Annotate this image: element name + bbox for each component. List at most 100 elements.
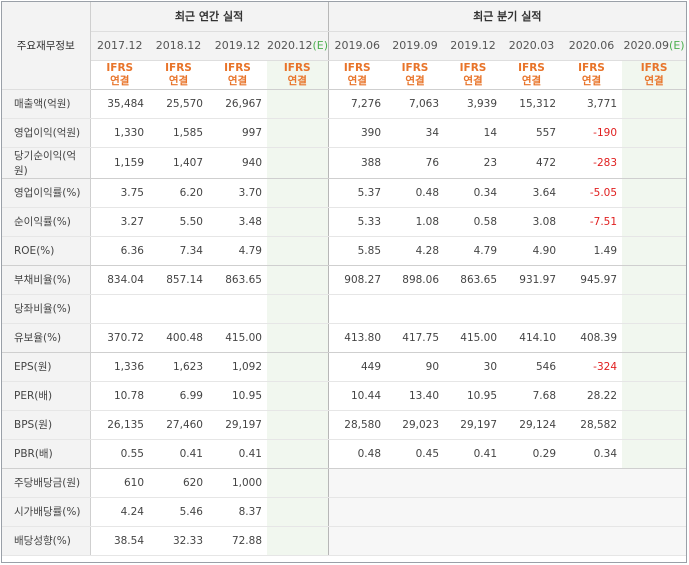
period-label: 2020.09 [623, 39, 670, 52]
quarter-value-cell: 28,580 [328, 410, 387, 440]
basis-consolidation: 연결 [110, 74, 130, 87]
annual-value-cell: 940 [208, 147, 267, 179]
row-label: EPS(원) [2, 352, 91, 382]
row-label: 당좌비율(%) [2, 294, 91, 324]
table-row: 영업이익률(%) 3.75 6.20 3.70 5.37 0.48 0.34 3.64 -5.0… [2, 178, 686, 208]
row-label: 매출액(억원) [2, 89, 91, 119]
quarter-value-cell: 76 [386, 147, 445, 179]
quarter-value-cell: 417.75 [386, 323, 445, 353]
basis-header: IFRS 연결 [149, 60, 208, 90]
period-label: 2020.06 [568, 39, 615, 52]
quarter-value-cell [502, 468, 562, 498]
table-row: 배당성향(%) 38.54 32.33 72.88 [2, 526, 686, 556]
quarter-value-cell [622, 89, 686, 119]
basis-standard: IFRS [578, 61, 605, 74]
row-label: 부채비율(%) [2, 265, 91, 295]
period-header: 2019.06 [328, 31, 387, 61]
annual-value-cell: 5.50 [149, 207, 208, 237]
annual-value-cell: 26,135 [90, 410, 149, 440]
quarter-value-cell: 0.58 [444, 207, 503, 237]
quarter-value-cell [561, 526, 623, 556]
annual-value-cell [267, 323, 329, 353]
row-label: 영업이익(억원) [2, 118, 91, 148]
annual-value-cell [267, 207, 329, 237]
quarter-value-cell: 29,023 [386, 410, 445, 440]
annual-value-cell [267, 439, 329, 469]
annual-value-cell: 1,407 [149, 147, 208, 179]
period-header: 2020.12(E) [267, 31, 329, 61]
quarter-value-cell: 13.40 [386, 381, 445, 411]
annual-value-cell: 6.99 [149, 381, 208, 411]
annual-value-cell: 1,159 [90, 147, 149, 179]
quarter-value-cell: 3.08 [502, 207, 562, 237]
quarter-value-cell: 5.37 [328, 178, 387, 208]
annual-value-cell: 4.79 [208, 236, 267, 266]
period-header: 2019.12 [208, 31, 267, 61]
quarter-value-cell: -283 [561, 147, 623, 179]
period-label: 2019.12 [450, 39, 496, 52]
table-body: 매출액(억원) 35,484 25,570 26,967 7,276 7,063 3,939… [2, 89, 686, 556]
table-row: PBR(배) 0.55 0.41 0.41 0.48 0.45 0.41 0.29 0.34 [2, 439, 686, 469]
basis-consolidation: 연결 [347, 74, 367, 87]
annual-value-cell: 6.36 [90, 236, 149, 266]
basis-standard: IFRS [165, 61, 192, 74]
quarter-value-cell: 5.85 [328, 236, 387, 266]
corner-header: 주요재무정보 [2, 2, 91, 90]
basis-consolidation: 연결 [405, 74, 425, 87]
basis-standard: IFRS [106, 61, 134, 74]
row-label: PER(배) [2, 381, 91, 411]
table-row: 매출액(억원) 35,484 25,570 26,967 7,276 7,063 3,939… [2, 89, 686, 119]
quarter-value-cell [622, 323, 686, 353]
quarter-value-cell [622, 439, 686, 469]
quarter-value-cell [444, 294, 503, 324]
financial-summary-table: 주요재무정보 최근 연간 실적 최근 분기 실적 2017.12 2018.12 2… [2, 2, 686, 556]
quarter-value-cell [444, 526, 503, 556]
annual-value-cell [267, 381, 329, 411]
period-header-row: 2017.12 2018.12 2019.12 2020.12(E) 2019.06 20… [2, 31, 686, 61]
annual-value-cell [267, 468, 329, 498]
annual-value-cell: 400.48 [149, 323, 208, 353]
quarter-value-cell: 23 [444, 147, 503, 179]
quarter-value-cell: 14 [444, 118, 503, 148]
annual-value-cell: 26,967 [208, 89, 267, 119]
quarter-value-cell: -7.51 [561, 207, 623, 237]
annual-value-cell: 863.65 [208, 265, 267, 295]
annual-value-cell: 610 [90, 468, 149, 498]
row-label: PBR(배) [2, 439, 91, 469]
quarter-value-cell: 28,582 [561, 410, 623, 440]
annual-value-cell: 3.75 [90, 178, 149, 208]
quarter-value-cell [622, 178, 686, 208]
quarter-value-cell: 388 [328, 147, 387, 179]
quarter-value-cell: 4.28 [386, 236, 445, 266]
period-label: 2020.12 [267, 39, 313, 52]
period-header: 2020.09(E) [622, 31, 686, 61]
annual-value-cell [149, 294, 208, 324]
quarter-value-cell: -190 [561, 118, 623, 148]
quarter-value-cell: 29,124 [502, 410, 562, 440]
annual-value-cell [267, 236, 329, 266]
period-label: 2019.12 [214, 39, 261, 52]
annual-value-cell: 1,330 [90, 118, 149, 148]
annual-value-cell [267, 147, 329, 179]
table-row: 부채비율(%) 834.04 857.14 863.65 908.27 898.06 863… [2, 265, 686, 295]
row-label: BPS(원) [2, 410, 91, 440]
annual-value-cell: 1,092 [208, 352, 267, 382]
period-header: 2018.12 [149, 31, 208, 61]
quarter-value-cell: 15,312 [502, 89, 562, 119]
quarter-value-cell: 1.08 [386, 207, 445, 237]
table-row: 당기순이익(억원) 1,159 1,407 940 388 76 23 472 -283 [2, 147, 686, 179]
annual-value-cell: 5.46 [149, 497, 208, 527]
period-header: 2019.12 [444, 31, 503, 61]
basis-standard: IFRS [459, 61, 487, 74]
period-label: 2018.12 [155, 39, 202, 52]
annual-value-cell: 35,484 [90, 89, 149, 119]
quarter-value-cell [386, 468, 445, 498]
annual-value-cell: 7.34 [149, 236, 208, 266]
period-label: 2019.09 [392, 39, 438, 52]
table-row: ROE(%) 6.36 7.34 4.79 5.85 4.28 4.79 4.90 1.49 [2, 236, 686, 266]
estimate-marker: (E) [312, 39, 329, 52]
annual-value-cell [267, 265, 329, 295]
quarter-value-cell [561, 468, 623, 498]
annual-value-cell: 27,460 [149, 410, 208, 440]
quarter-value-cell [622, 526, 686, 556]
